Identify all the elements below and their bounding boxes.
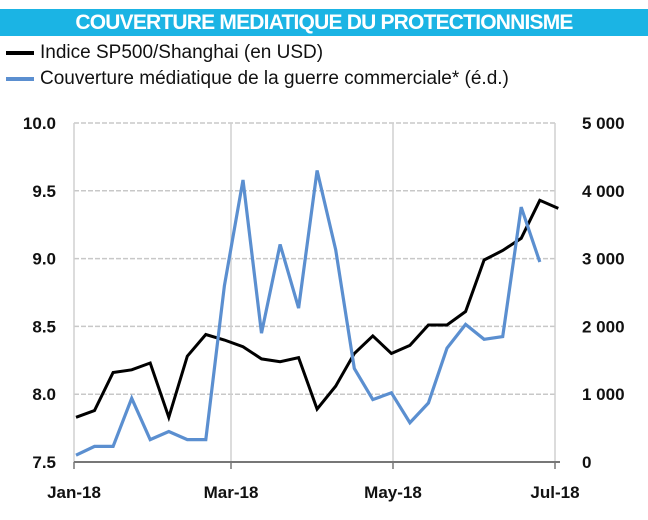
y-left-tick-label: 8.0 — [32, 385, 56, 404]
y-right-tick-label: 1 000 — [582, 385, 625, 404]
y-right-tick-label: 0 — [582, 453, 591, 472]
legend-label: Indice SP500/Shanghai (en USD) — [40, 42, 324, 63]
x-tick-label: May-18 — [364, 483, 422, 502]
legend-swatch-blue — [6, 77, 34, 81]
legend-label: Couverture médiatique de la guerre comme… — [40, 68, 509, 89]
chart-title: COUVERTURE MEDIATIQUE DU PROTECTIONNISME — [0, 9, 648, 36]
x-tick-label: Jan-18 — [47, 483, 101, 502]
y-right-tick-label: 2 000 — [582, 317, 625, 336]
legend-item-sp500: Indice SP500/Shanghai (en USD) — [6, 40, 509, 66]
y-left-tick-label: 7.5 — [32, 453, 56, 472]
y-left-tick-label: 10.0 — [23, 114, 56, 133]
x-tick-label: Mar-18 — [204, 483, 259, 502]
series-line-sp500-shanghai — [75, 198, 559, 423]
legend-item-media: Couverture médiatique de la guerre comme… — [6, 66, 509, 92]
y-left-tick-label: 9.0 — [32, 250, 56, 269]
y-right-tick-label: 5 000 — [582, 114, 625, 133]
legend-swatch-black — [6, 51, 34, 55]
y-right-tick-label: 4 000 — [582, 182, 625, 201]
legend: Indice SP500/Shanghai (en USD) Couvertur… — [6, 40, 509, 92]
y-left-tick-label: 9.5 — [32, 182, 56, 201]
x-tick-label: Jul-18 — [530, 483, 579, 502]
y-right-tick-label: 3 000 — [582, 250, 625, 269]
y-left-tick-label: 8.5 — [32, 317, 56, 336]
series-line-media-coverage — [75, 170, 542, 457]
